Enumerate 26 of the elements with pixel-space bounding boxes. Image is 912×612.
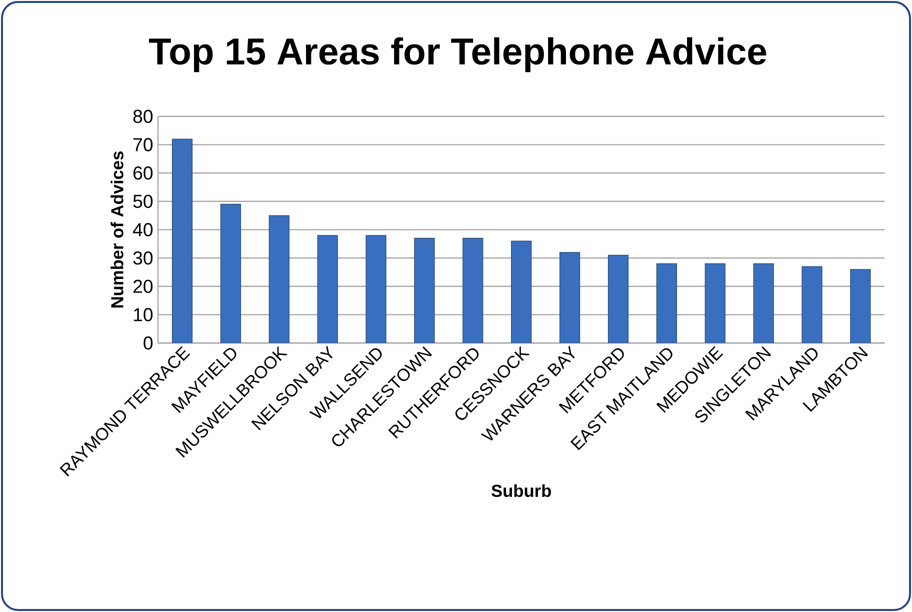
chart-title: Top 15 Areas for Telephone Advice [148, 37, 766, 72]
y-tick-label: 20 [133, 280, 153, 293]
bar [414, 238, 435, 344]
bar [462, 238, 484, 344]
y-tick-label: 50 [133, 194, 153, 208]
bar [704, 263, 726, 344]
bar [850, 269, 871, 344]
bar [366, 235, 386, 344]
bar [608, 254, 628, 344]
bar [172, 138, 192, 344]
bar [317, 235, 338, 344]
bar [560, 252, 580, 344]
bar [802, 266, 822, 344]
x-axis-title: Suburb [492, 484, 551, 497]
y-axis-title: Number of Advices [110, 151, 124, 308]
bar [656, 263, 677, 344]
bar [511, 240, 532, 344]
y-tick-label: 30 [133, 251, 153, 265]
y-tick-label: 40 [132, 223, 153, 236]
bar [268, 215, 290, 344]
y-tick-label: 80 [133, 110, 153, 123]
y-tick-label: 70 [133, 138, 153, 152]
bar [753, 263, 774, 344]
y-tick-label: 60 [133, 166, 153, 180]
bar [220, 204, 241, 344]
y-tick-label: 10 [134, 308, 153, 322]
